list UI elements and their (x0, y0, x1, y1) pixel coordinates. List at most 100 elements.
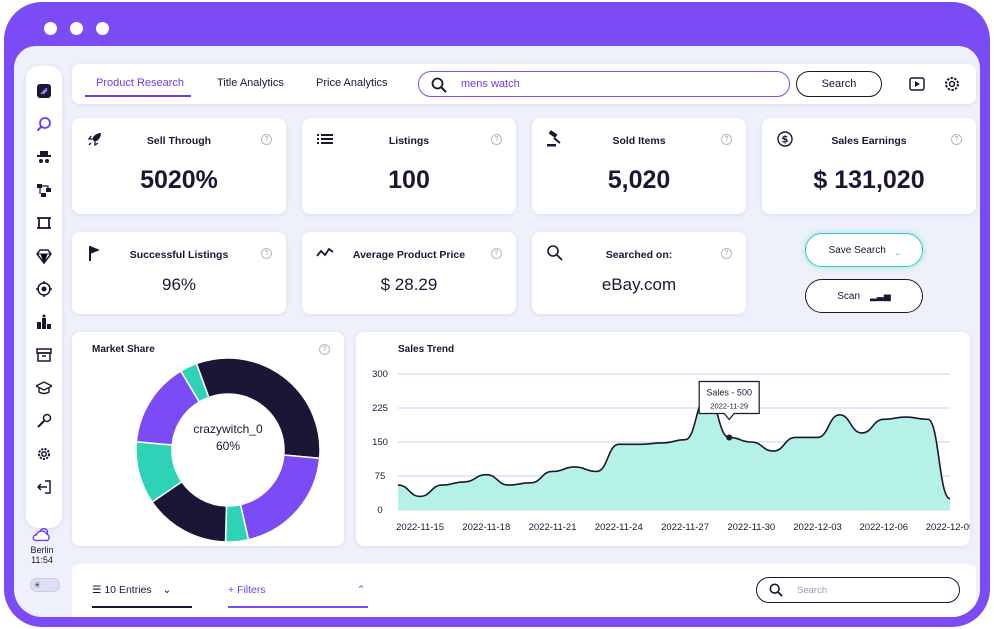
logout-icon[interactable] (34, 477, 54, 497)
filters-dropdown[interactable]: + Filters ⌃ (228, 584, 365, 596)
target-icon[interactable] (34, 279, 54, 299)
filters-underline (228, 606, 368, 608)
donut-center-label: crazywitch_0 (193, 422, 263, 436)
tab-product-research[interactable]: Product Research (96, 77, 185, 89)
sold-items-value: 5,020 (607, 166, 671, 194)
searched-on-card: Searched on: ? eBay.com (532, 232, 746, 314)
sell-through-title: Sell Through (146, 135, 212, 147)
entries-label: 10 Entries (104, 584, 152, 596)
gear-icon[interactable] (944, 76, 960, 92)
window-dot (96, 22, 109, 35)
help-icon[interactable]: ? (491, 248, 502, 259)
sell-through-card: Sell Through ? 5020% (72, 118, 286, 214)
tab-title-analytics[interactable]: Title Analytics (217, 77, 284, 89)
category-tree-icon[interactable] (34, 180, 54, 200)
list-icon (317, 134, 333, 144)
product-research-icon[interactable] (34, 114, 54, 134)
weather-cloud-icon (32, 527, 50, 542)
settings-icon[interactable] (34, 444, 54, 464)
active-tab-indicator (85, 95, 191, 97)
successful-listings-value: 96% (161, 275, 197, 294)
help-icon[interactable]: ? (721, 248, 732, 259)
sales-earnings-value: $ 131,020 (813, 166, 925, 194)
tooltip-date: 2022-11-29 (710, 401, 748, 410)
x-tick-label: 2022-11-24 (595, 522, 643, 533)
plus-icon: + (228, 584, 235, 596)
x-tick-label: 2022-12-09 (926, 522, 970, 533)
signal-bars-icon: ▂▃▅ (870, 291, 891, 301)
listings-title: Listings (388, 135, 430, 147)
theme-toggle[interactable]: ☀ (30, 578, 60, 592)
listings-card: Listings ? 100 (302, 118, 516, 214)
searched-on-value: eBay.com (601, 275, 677, 294)
trend-line-icon (316, 247, 334, 257)
search-button[interactable]: Search (796, 71, 882, 97)
window-dot (44, 22, 57, 35)
y-tick-label: 300 (372, 369, 388, 380)
market-share-title: Market Share (92, 344, 155, 355)
weather-widget: Berlin 11:54 (22, 526, 62, 565)
sold-items-title: Sold Items (612, 135, 666, 147)
app-logo-icon[interactable] (34, 81, 54, 101)
diamond-icon[interactable] (34, 246, 54, 266)
help-icon[interactable]: ? (261, 134, 272, 145)
x-tick-label: 2022-11-18 (462, 522, 510, 533)
flag-icon (89, 246, 100, 261)
sales-earnings-card: $ Sales Earnings ? $ 131,020 (762, 118, 976, 214)
table-controls-panel: ☰ 10 Entries ⌄ + Filters ⌃ Search (72, 564, 976, 617)
chevron-down-icon: ⌄ (162, 584, 172, 596)
donut-segment[interactable] (195, 357, 321, 460)
help-icon[interactable]: ? (721, 134, 732, 145)
academy-icon[interactable] (34, 378, 54, 398)
average-price-value: $ 28.29 (380, 275, 438, 294)
top-bar: Product Research Title Analytics Price A… (72, 64, 976, 104)
average-price-title: Average Product Price (352, 249, 466, 261)
donut-segment[interactable] (179, 362, 210, 403)
spy-icon[interactable] (34, 147, 54, 167)
peak-point[interactable] (726, 434, 733, 441)
svg-text:$: $ (782, 135, 789, 146)
sales-trend-panel: Sales Trend 300 225 150 75 0 2022-11-15 2022-1… (356, 332, 970, 546)
crop-frame-icon[interactable] (34, 213, 54, 233)
donut-segment[interactable] (239, 454, 321, 541)
x-tick-label: 2022-11-21 (529, 522, 577, 533)
y-tick-label: 225 (372, 403, 388, 414)
table-search-input[interactable]: Search (756, 577, 960, 603)
tooltip-label: Sales - 500 (706, 387, 752, 397)
search-input[interactable]: mens watch (418, 71, 790, 97)
scan-label: Scan (837, 291, 861, 302)
y-tick-label: 0 (377, 505, 382, 516)
x-tick-label: 2022-12-03 (793, 522, 842, 533)
sold-items-card: Sold Items ? 5,020 (532, 118, 746, 214)
y-tick-label: 75 (375, 471, 386, 482)
chart-tooltip (698, 380, 760, 421)
help-icon[interactable]: ? (261, 248, 272, 259)
sun-icon: ☀ (33, 580, 42, 590)
weather-city: Berlin (30, 545, 54, 555)
rocket-icon (87, 133, 101, 147)
sidebar (26, 66, 62, 528)
search-icon (769, 583, 783, 597)
filters-label: Filters (237, 584, 266, 596)
help-icon[interactable]: ? (951, 134, 962, 145)
leaderboard-icon[interactable] (34, 312, 54, 332)
help-icon[interactable]: ? (491, 134, 502, 145)
entries-selector[interactable]: ☰ 10 Entries ⌄ (92, 584, 171, 596)
tab-price-analytics[interactable]: Price Analytics (316, 77, 388, 89)
window-dot (70, 22, 83, 35)
market-share-donut (135, 357, 321, 543)
device-frame: Berlin 11:54 ☀ Product Research Title An… (4, 2, 990, 627)
entries-underline (92, 606, 192, 608)
archive-icon[interactable] (34, 345, 54, 365)
x-tick-label: 2022-11-15 (396, 522, 444, 533)
sales-area-fill (398, 396, 950, 510)
listings-value: 100 (388, 166, 430, 194)
successful-listings-title: Successful Listings (129, 249, 229, 261)
donut-center-value: 60% (215, 439, 241, 453)
tools-icon[interactable] (34, 411, 54, 431)
app-screen: Berlin 11:54 ☀ Product Research Title An… (14, 46, 980, 617)
save-search-button[interactable]: Save Search ⎵ (805, 233, 923, 267)
video-tutorial-icon[interactable] (909, 76, 925, 92)
scan-button[interactable]: Scan ▂▃▅ (805, 279, 923, 313)
help-icon[interactable]: ? (319, 344, 330, 355)
